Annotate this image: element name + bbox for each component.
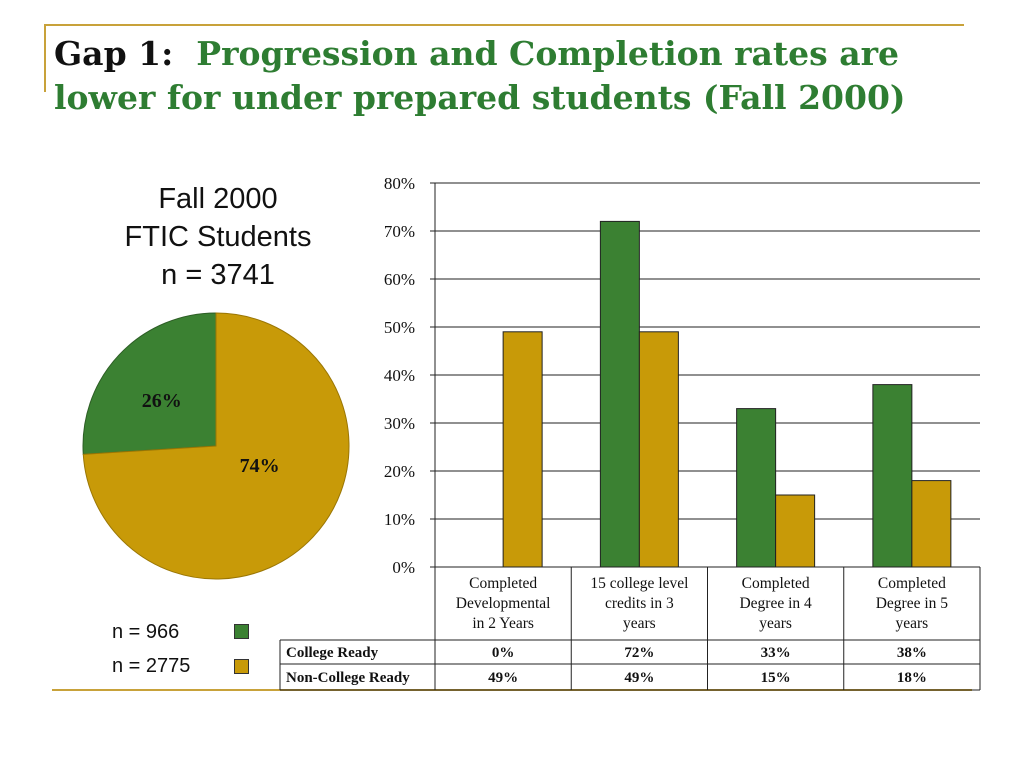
data-label: 33% xyxy=(761,645,791,661)
x-tick-label: years xyxy=(896,615,929,632)
pie-caption-line-2: FTIC Students xyxy=(124,221,312,253)
data-label: 0% xyxy=(492,645,515,661)
x-tick-label: Completed xyxy=(469,575,537,592)
bar-non-college-ready xyxy=(775,494,816,568)
title-lead: Gap 1: xyxy=(54,34,174,73)
data-label: 49% xyxy=(488,670,518,686)
pie-slice-college-ready xyxy=(82,312,217,455)
legend-non-college-ready: n = 2775 xyxy=(112,655,190,678)
y-tick-label: 10% xyxy=(384,510,415,529)
x-tick-label: Developmental xyxy=(456,595,551,612)
bar-college-ready xyxy=(736,408,777,568)
x-tick-label: years xyxy=(759,615,792,632)
y-tick-label: 80% xyxy=(384,174,415,193)
left-rule xyxy=(44,24,46,92)
x-tick-label: credits in 3 xyxy=(605,595,674,612)
bar-non-college-ready xyxy=(911,480,952,568)
pie-caption-line-3: n = 3741 xyxy=(161,259,275,291)
x-tick-label: in 2 Years xyxy=(472,615,534,632)
table-series-name-non-college-ready: Non-College Ready xyxy=(286,670,410,686)
title-text: Progression and Completion rates are low… xyxy=(54,34,906,117)
data-label: 72% xyxy=(624,645,654,661)
x-tick-label: Degree in 4 xyxy=(739,595,812,612)
y-tick-label: 20% xyxy=(384,462,415,481)
pie-caption-line-1: Fall 2000 xyxy=(158,183,278,215)
y-tick-label: 60% xyxy=(384,270,415,289)
x-tick-label: Completed xyxy=(742,575,810,592)
table-series-name-college-ready: College Ready xyxy=(286,645,379,661)
y-tick-label: 50% xyxy=(384,318,415,337)
x-tick-label: years xyxy=(623,615,656,632)
slide-title: Gap 1: Progression and Completion rates … xyxy=(54,32,994,120)
x-tick-label: Degree in 5 xyxy=(876,595,949,612)
x-tick-label: 15 college level xyxy=(590,575,688,592)
legend-swatch-college-ready xyxy=(234,624,249,639)
pie-caption: Fall 2000 FTIC Students n = 3741 xyxy=(98,180,338,294)
bar-college-ready xyxy=(872,384,913,568)
y-tick-label: 70% xyxy=(384,222,415,241)
pie-label-non-college-ready: 74% xyxy=(240,455,280,477)
data-label: 18% xyxy=(897,670,927,686)
pie-slice-non-college-ready xyxy=(82,312,350,580)
legend-label-college-ready: n = 966 xyxy=(112,621,180,643)
y-tick-label: 30% xyxy=(384,414,415,433)
x-tick-label: Completed xyxy=(878,575,946,592)
pie-label-college-ready: 26% xyxy=(142,390,182,412)
bar-college-ready xyxy=(599,220,640,568)
top-rule xyxy=(44,24,964,26)
y-tick-label: 0% xyxy=(392,558,415,577)
data-label: 15% xyxy=(761,670,791,686)
legend-swatch-non-college-ready xyxy=(234,659,249,674)
bar-non-college-ready xyxy=(502,331,543,568)
legend-college-ready: n = 966 xyxy=(112,621,179,644)
data-label: 49% xyxy=(624,670,654,686)
data-label: 38% xyxy=(897,645,927,661)
bar-non-college-ready xyxy=(638,331,679,568)
y-tick-label: 40% xyxy=(384,366,415,385)
legend-label-non-college-ready: n = 2775 xyxy=(112,655,191,677)
